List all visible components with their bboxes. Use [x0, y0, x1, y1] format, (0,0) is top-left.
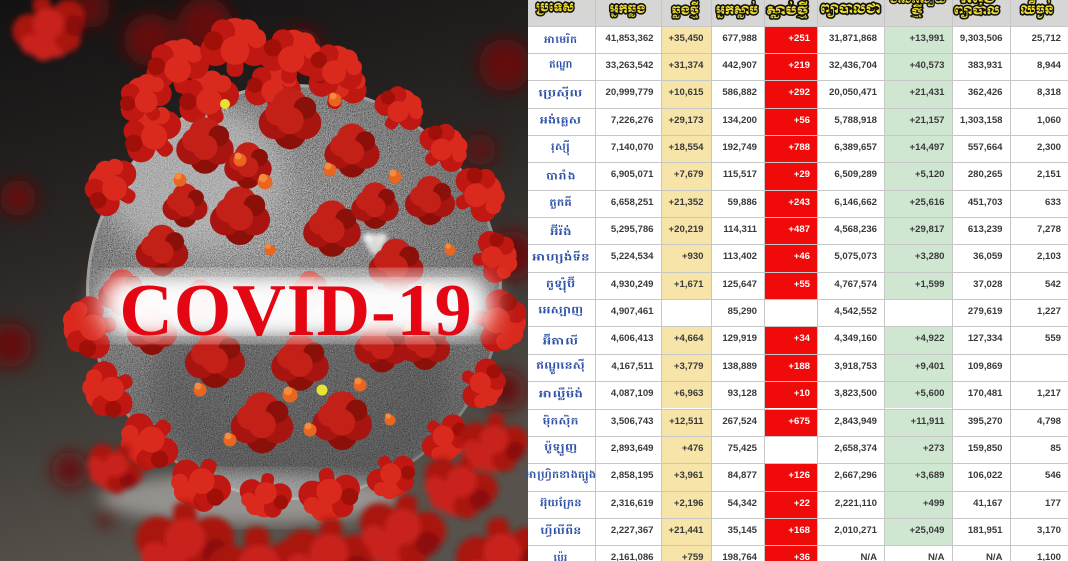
svg-text:COVID-19: COVID-19 [119, 270, 472, 352]
